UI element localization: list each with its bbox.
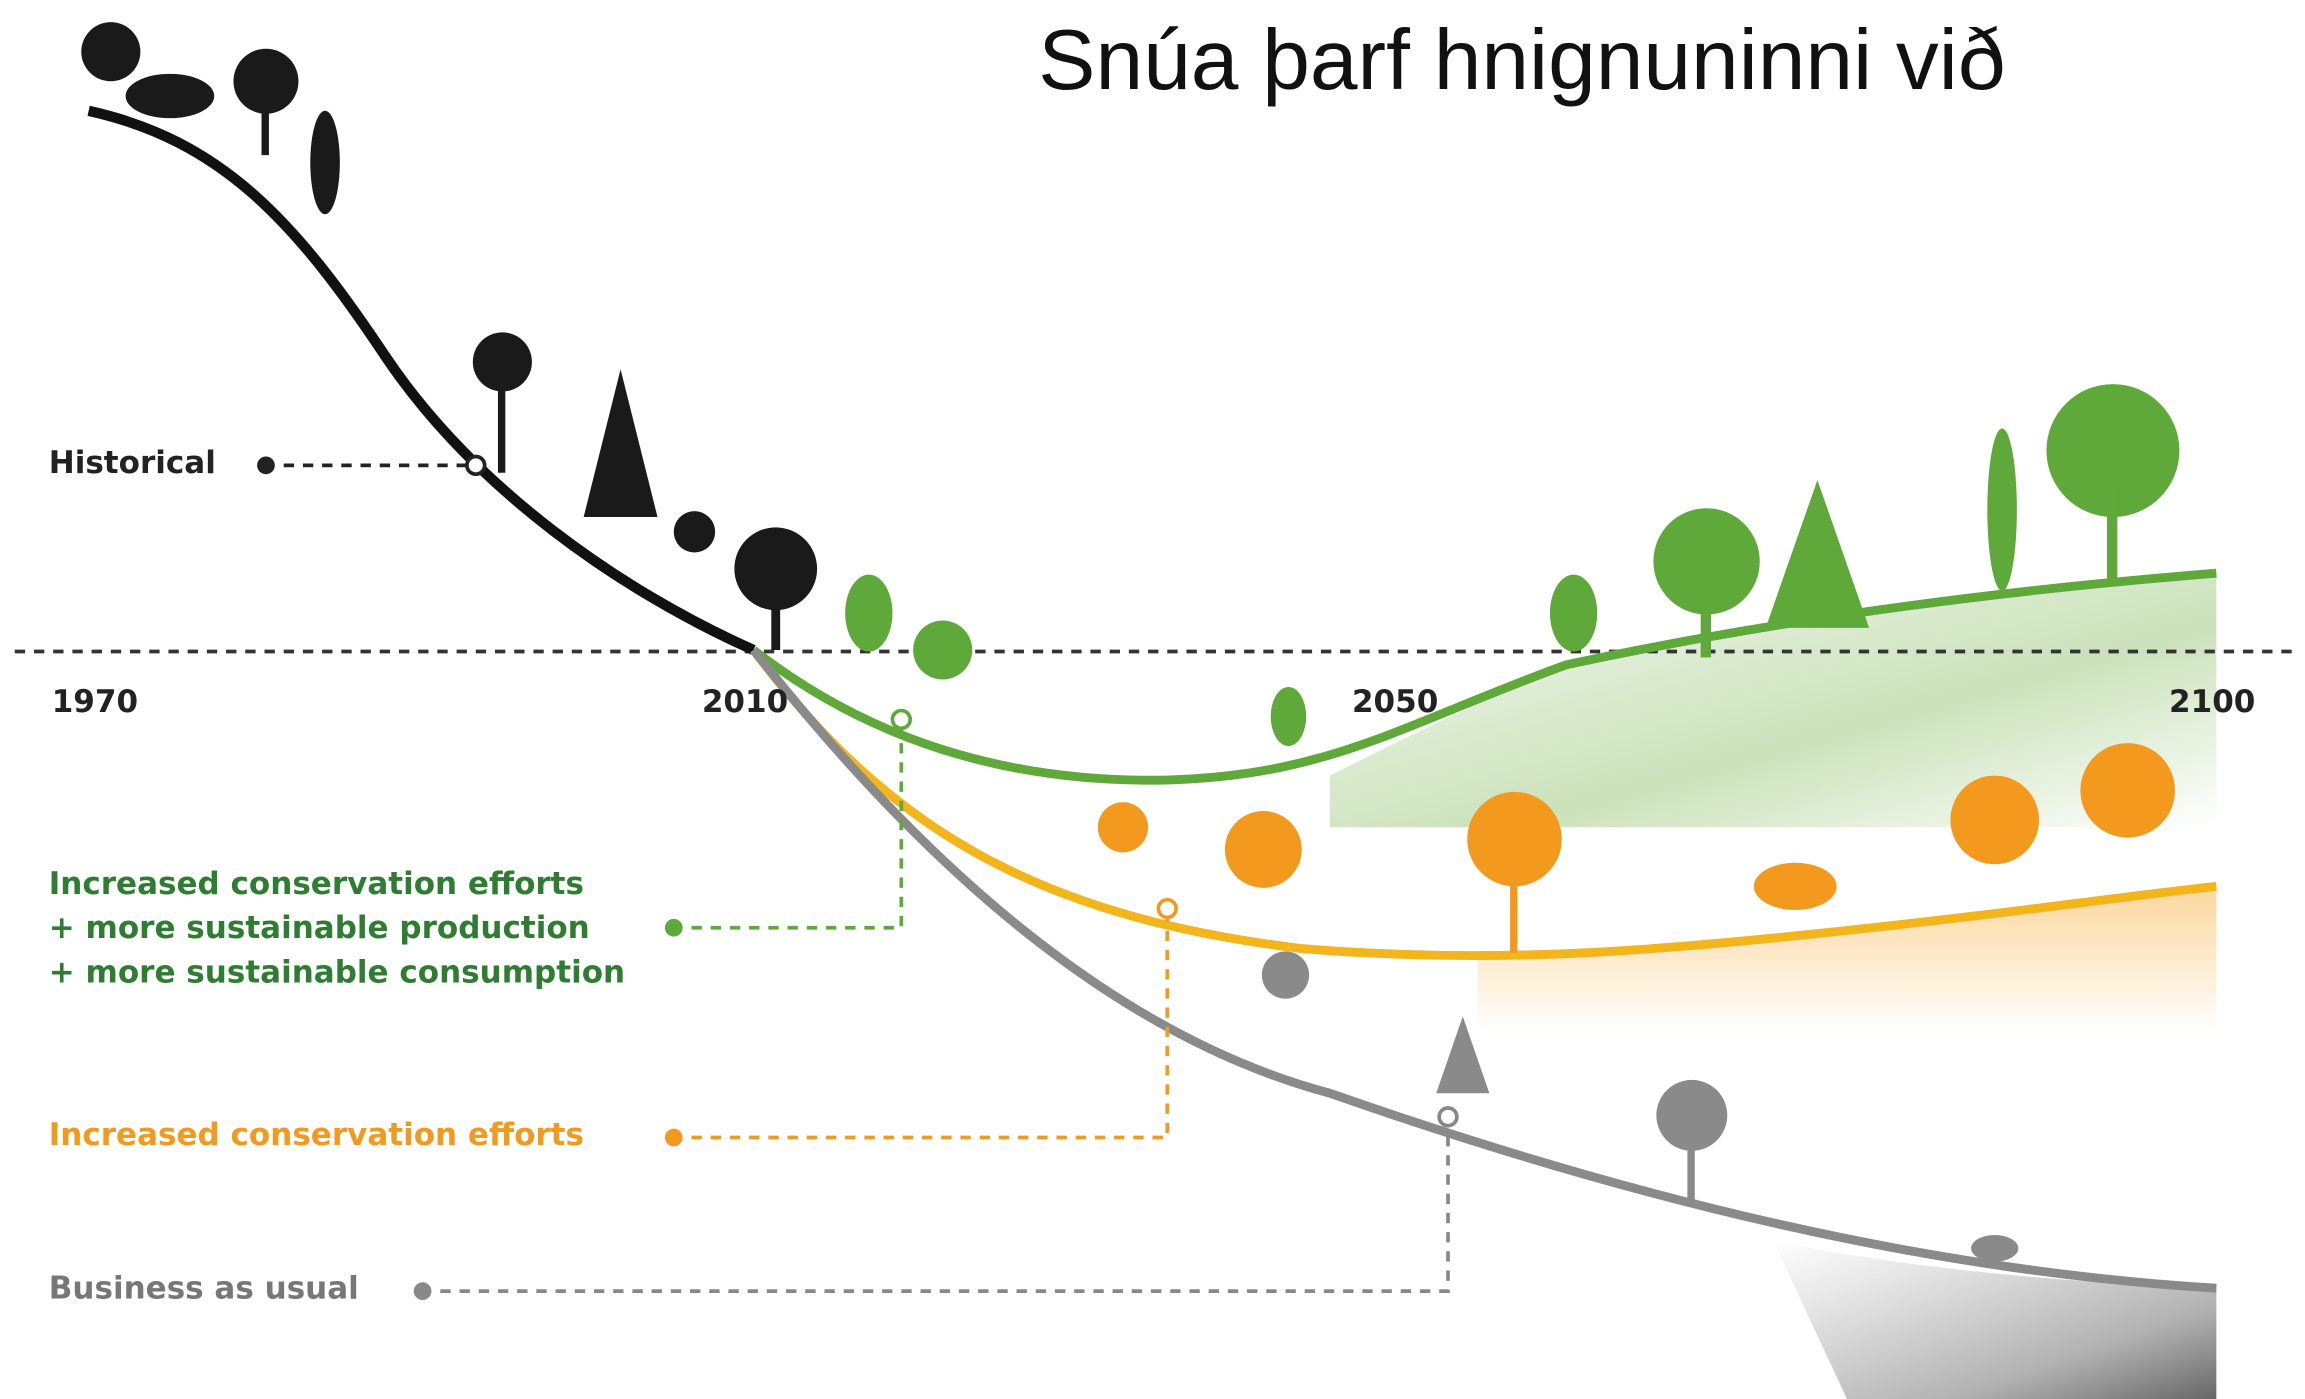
orange-area — [1477, 886, 2217, 1035]
conservation-label: Increased conservation efforts — [49, 1117, 584, 1153]
historical-curve — [87, 105, 756, 655]
historical-label: Historical — [49, 445, 216, 481]
callout-line — [440, 1125, 1450, 1294]
callout-dot — [413, 1282, 432, 1301]
callout-dot — [664, 918, 683, 937]
callout-point — [465, 454, 487, 477]
callout-line — [691, 917, 1170, 1140]
callout-point — [1437, 1106, 1459, 1128]
business-label: Business as usual — [49, 1271, 359, 1307]
title: Snúa þarf hnignuninni við — [1038, 12, 2005, 108]
gray-curve — [750, 647, 2217, 1293]
gray-area — [1773, 1240, 2217, 1399]
callout-line — [691, 728, 904, 930]
year-label: 2100 — [2169, 684, 2255, 720]
sustainable-label: + more sustainable consumption — [49, 955, 625, 991]
green-silhouettes — [845, 384, 2180, 747]
orange-curve — [750, 647, 2217, 961]
callout-point — [890, 708, 913, 731]
sustainable-label: + more sustainable production — [49, 910, 590, 946]
year-label: 2050 — [1352, 684, 1438, 720]
green-area — [1329, 573, 2217, 828]
historical-silhouettes — [81, 22, 818, 651]
callout-point — [1156, 897, 1178, 920]
year-label: 1970 — [52, 684, 138, 720]
sustainable-label: Increased conservation efforts — [49, 866, 584, 902]
callout-dot — [664, 1128, 683, 1147]
year-label: 2010 — [702, 684, 788, 720]
orange-silhouettes — [1097, 743, 2175, 953]
green-curve — [750, 568, 2217, 785]
callout-dot — [257, 456, 275, 475]
gray-silhouettes — [1261, 951, 2019, 1262]
